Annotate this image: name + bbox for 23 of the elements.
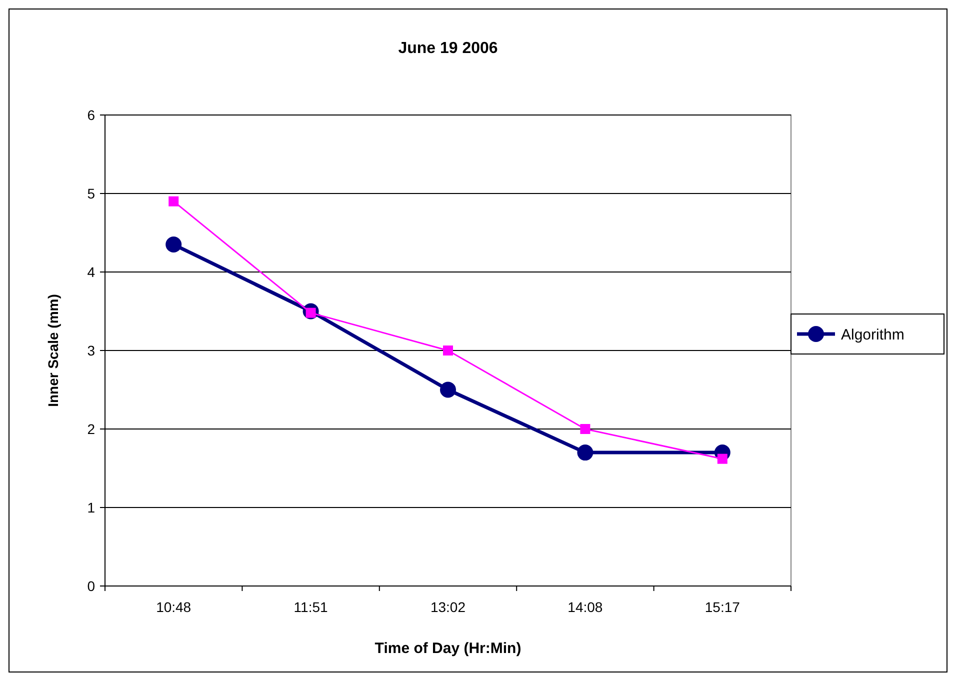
point: [166, 236, 182, 253]
chart-title: June 19 2006: [398, 40, 498, 57]
y-tick-label: 5: [87, 185, 96, 202]
x-tick-label: 14:08: [568, 599, 603, 615]
legend-label: Algorithm: [841, 326, 904, 344]
y-tick-label: 0: [87, 578, 96, 594]
y-axis-title: Inner Scale (mm): [45, 294, 61, 407]
x-tick-label: 13:02: [430, 599, 466, 615]
point: [168, 196, 179, 206]
x-tick-label: 15:17: [704, 599, 740, 615]
x-axis-title: Time of Day (Hr:Min): [374, 640, 522, 657]
point: [580, 424, 590, 434]
point: [440, 382, 456, 398]
y-tick-label: 2: [87, 420, 96, 437]
point: [577, 444, 594, 461]
y-tick-label: 1: [87, 499, 96, 516]
y-tick-label: 6: [87, 106, 96, 123]
point: [443, 346, 453, 356]
point: [717, 454, 728, 464]
y-tick-label: 4: [87, 264, 96, 280]
y-tick-label: 3: [87, 342, 96, 358]
x-tick-label: 10:48: [156, 599, 192, 615]
x-tick-label: 11:51: [294, 599, 328, 615]
